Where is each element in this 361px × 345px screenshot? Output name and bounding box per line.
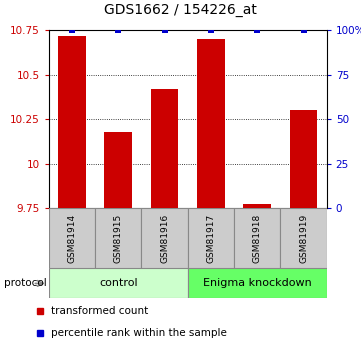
- Text: GSM81914: GSM81914: [68, 214, 77, 263]
- Text: protocol: protocol: [4, 278, 46, 288]
- Bar: [151, 89, 178, 208]
- Text: GSM81915: GSM81915: [114, 214, 123, 263]
- Bar: [280, 208, 327, 268]
- Text: transformed count: transformed count: [51, 306, 149, 316]
- Text: GSM81919: GSM81919: [299, 214, 308, 263]
- Bar: [243, 205, 271, 208]
- Bar: [234, 208, 280, 268]
- Bar: [49, 268, 188, 298]
- Bar: [95, 208, 142, 268]
- Text: Enigma knockdown: Enigma knockdown: [203, 278, 312, 288]
- Bar: [290, 110, 317, 208]
- Text: GSM81918: GSM81918: [253, 214, 262, 263]
- Bar: [197, 39, 225, 208]
- Bar: [142, 208, 188, 268]
- Bar: [188, 268, 327, 298]
- Bar: [188, 208, 234, 268]
- Text: GSM81916: GSM81916: [160, 214, 169, 263]
- Bar: [58, 36, 86, 208]
- Text: percentile rank within the sample: percentile rank within the sample: [51, 328, 227, 338]
- Text: control: control: [99, 278, 138, 288]
- Bar: [49, 208, 95, 268]
- Text: GSM81917: GSM81917: [206, 214, 216, 263]
- Bar: [104, 132, 132, 208]
- Text: GDS1662 / 154226_at: GDS1662 / 154226_at: [104, 3, 257, 18]
